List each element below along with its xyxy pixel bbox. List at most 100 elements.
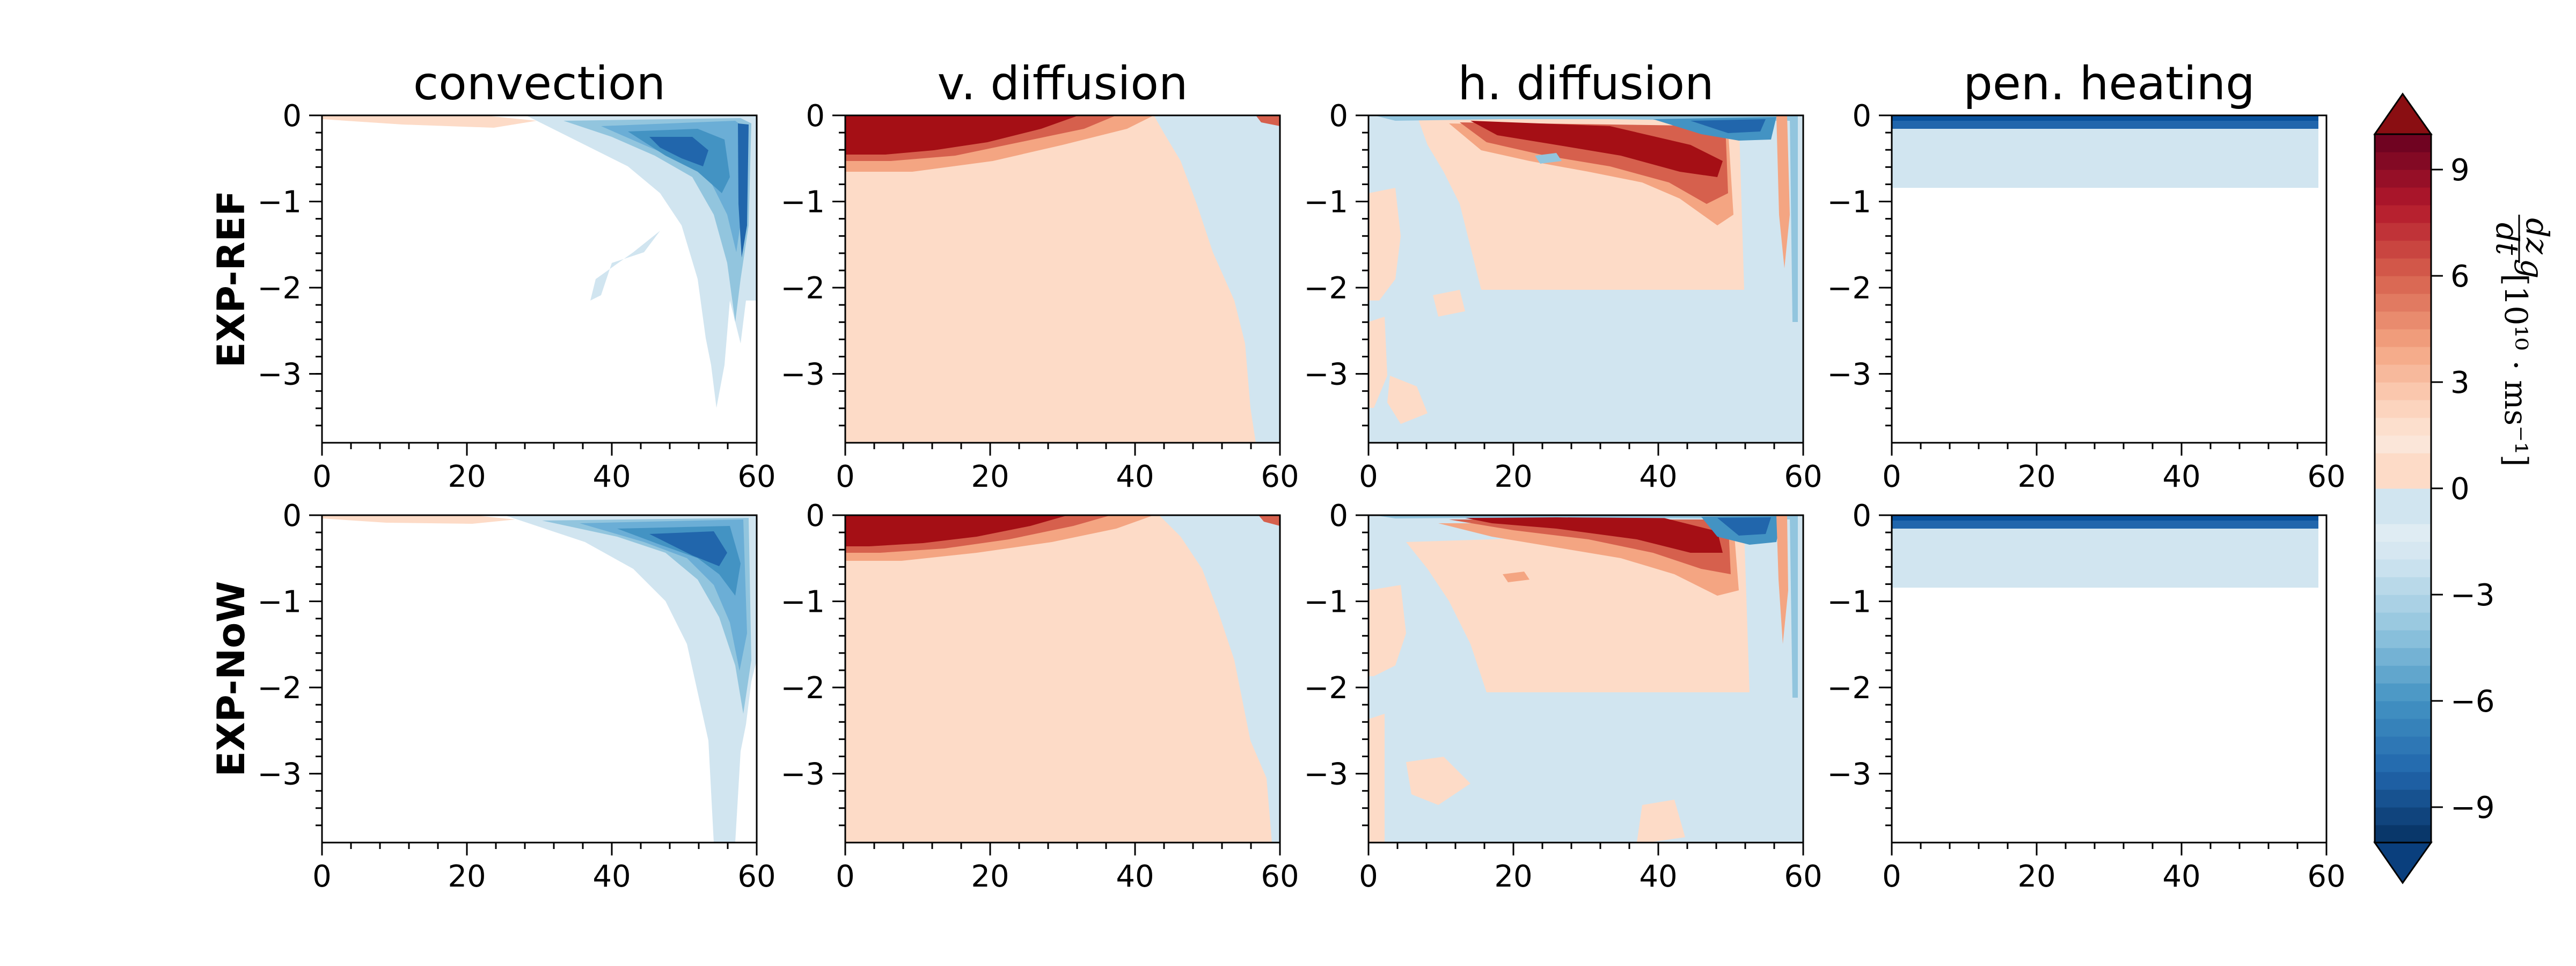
y-tick-label: −2	[1827, 271, 1871, 306]
column-title-pen-heating: pen. heating	[1963, 57, 2255, 111]
contour-fill	[1776, 115, 1790, 268]
x-tick-label: 60	[737, 459, 775, 494]
x-tick-label: 0	[836, 859, 855, 894]
y-tick-label: −2	[780, 671, 825, 706]
x-tick-label: 60	[2307, 459, 2345, 494]
colorbar-band	[2375, 152, 2431, 170]
x-tick-label: 40	[2162, 459, 2200, 494]
y-tick-label: −2	[1304, 671, 1348, 706]
x-tick-label: 0	[1359, 859, 1378, 894]
y-tick-label: −1	[257, 185, 302, 220]
axes-frame	[1367, 514, 1804, 844]
axes-frame	[844, 114, 1281, 444]
panel-exp-ref-h-diffusion	[1367, 114, 1804, 444]
x-tick-label: 60	[737, 859, 775, 894]
row-title-exp-now: EXP-NoW	[209, 581, 253, 777]
y-tick-label: 0	[806, 99, 825, 134]
colorbar-tick-label: −9	[2450, 791, 2495, 825]
column-title-v-diffusion: v. diffusion	[938, 57, 1188, 111]
y-tick-label: −1	[780, 585, 825, 620]
colorbar-band	[2375, 258, 2431, 276]
colorbar-band	[2375, 683, 2431, 701]
panel-exp-ref-convection	[321, 114, 758, 444]
contour-fill	[504, 515, 757, 843]
colorbar-label-units: [10¹⁰ · ms⁻¹]	[2498, 274, 2534, 467]
contour-fill	[1535, 153, 1562, 164]
contour-fill	[1368, 317, 1387, 408]
contour-fill	[649, 531, 727, 566]
colorbar-tick-label: 3	[2450, 365, 2470, 400]
y-tick-label: −1	[1827, 585, 1871, 620]
panel-exp-ref-v-diffusion	[844, 114, 1281, 444]
colorbar-label-numerator: dz	[2519, 218, 2556, 254]
y-tick-label: 0	[806, 499, 825, 533]
y-tick-label: −1	[1304, 585, 1348, 620]
axes-frame	[321, 514, 758, 844]
colorbar-band	[2375, 665, 2431, 684]
colorbar-label: dz g dt [10¹⁰ · ms⁻¹]	[2489, 215, 2556, 467]
x-tick-label: 40	[1116, 459, 1154, 494]
column-title-h-diffusion: h. diffusion	[1458, 57, 1714, 111]
colorbar-band	[2375, 294, 2431, 312]
contour-fill	[1790, 115, 1798, 322]
colorbar-band	[2375, 789, 2431, 808]
colorbar-band	[2375, 488, 2431, 507]
y-tick-label: 0	[1852, 499, 1871, 533]
x-tick-label: 0	[1882, 459, 1901, 494]
axes-frame	[844, 514, 1281, 844]
contour-fill	[1790, 515, 1798, 698]
x-tick-label: 40	[592, 859, 631, 894]
colorbar-tick-label: 9	[2450, 153, 2470, 188]
axes-frame	[1367, 114, 1804, 444]
x-tick-label: 20	[971, 859, 1009, 894]
y-tick-label: −3	[780, 357, 825, 392]
colorbar-tick-label: −3	[2450, 578, 2495, 613]
colorbar-band	[2375, 311, 2431, 330]
axis-ticks: 0 20 40 60 0 −1 −2 −3 0 20 40 60 0 −1 −2 −3 0 20 40 60 0 −1 −2…	[257, 99, 2345, 894]
colorbar: 9 6 3 0 −3 −6 −9 dz g dt [10¹⁰ · ms⁻¹]	[2373, 92, 2556, 884]
panel-exp-now-h-diffusion	[1367, 514, 1804, 844]
colorbar-band	[2375, 347, 2431, 365]
contour-fill	[738, 123, 749, 258]
contour-fill	[1256, 115, 1280, 126]
axes-frame	[1891, 514, 2328, 844]
colorbar-band	[2375, 453, 2431, 471]
y-tick-label: −2	[257, 671, 302, 706]
colorbar-band	[2375, 772, 2431, 790]
y-tick-label: 0	[282, 499, 302, 533]
y-tick-label: −3	[1827, 357, 1871, 392]
x-tick-label: 0	[312, 859, 332, 894]
x-tick-label: 40	[2162, 859, 2200, 894]
y-tick-label: −2	[1304, 271, 1348, 306]
row-title-exp-ref: EXP-REF	[209, 191, 253, 368]
x-tick-label: 0	[1359, 459, 1378, 494]
contour-fill	[1470, 121, 1723, 177]
colorbar-band	[2375, 240, 2431, 259]
x-tick-label: 20	[971, 459, 1009, 494]
colorbar-band	[2375, 612, 2431, 631]
contour-fill	[1368, 585, 1406, 676]
contour-fill	[1406, 531, 1750, 692]
colorbar-band	[2375, 134, 2431, 152]
colorbar-tick-label: 6	[2450, 259, 2470, 294]
y-tick-label: −3	[1827, 757, 1871, 792]
y-tick-label: −3	[1304, 757, 1348, 792]
x-tick-label: 20	[448, 459, 486, 494]
contour-fill	[590, 231, 660, 301]
colorbar-band	[2375, 648, 2431, 666]
colorbar-band	[2375, 364, 2431, 383]
contour-fill	[1406, 757, 1470, 805]
colorbar-band	[2375, 329, 2431, 347]
x-tick-label: 60	[1784, 859, 1822, 894]
panel-exp-now-v-diffusion	[844, 514, 1281, 844]
x-tick-label: 60	[1261, 859, 1299, 894]
colorbar-band	[2375, 577, 2431, 595]
contour-fill	[649, 137, 708, 166]
contour-fill	[322, 515, 515, 524]
axes-frame	[321, 114, 758, 444]
colorbar-band	[2375, 170, 2431, 188]
y-tick-label: −1	[257, 585, 302, 620]
colorbar-band	[2375, 754, 2431, 772]
colorbar-label-denominator: dt	[2489, 223, 2526, 255]
